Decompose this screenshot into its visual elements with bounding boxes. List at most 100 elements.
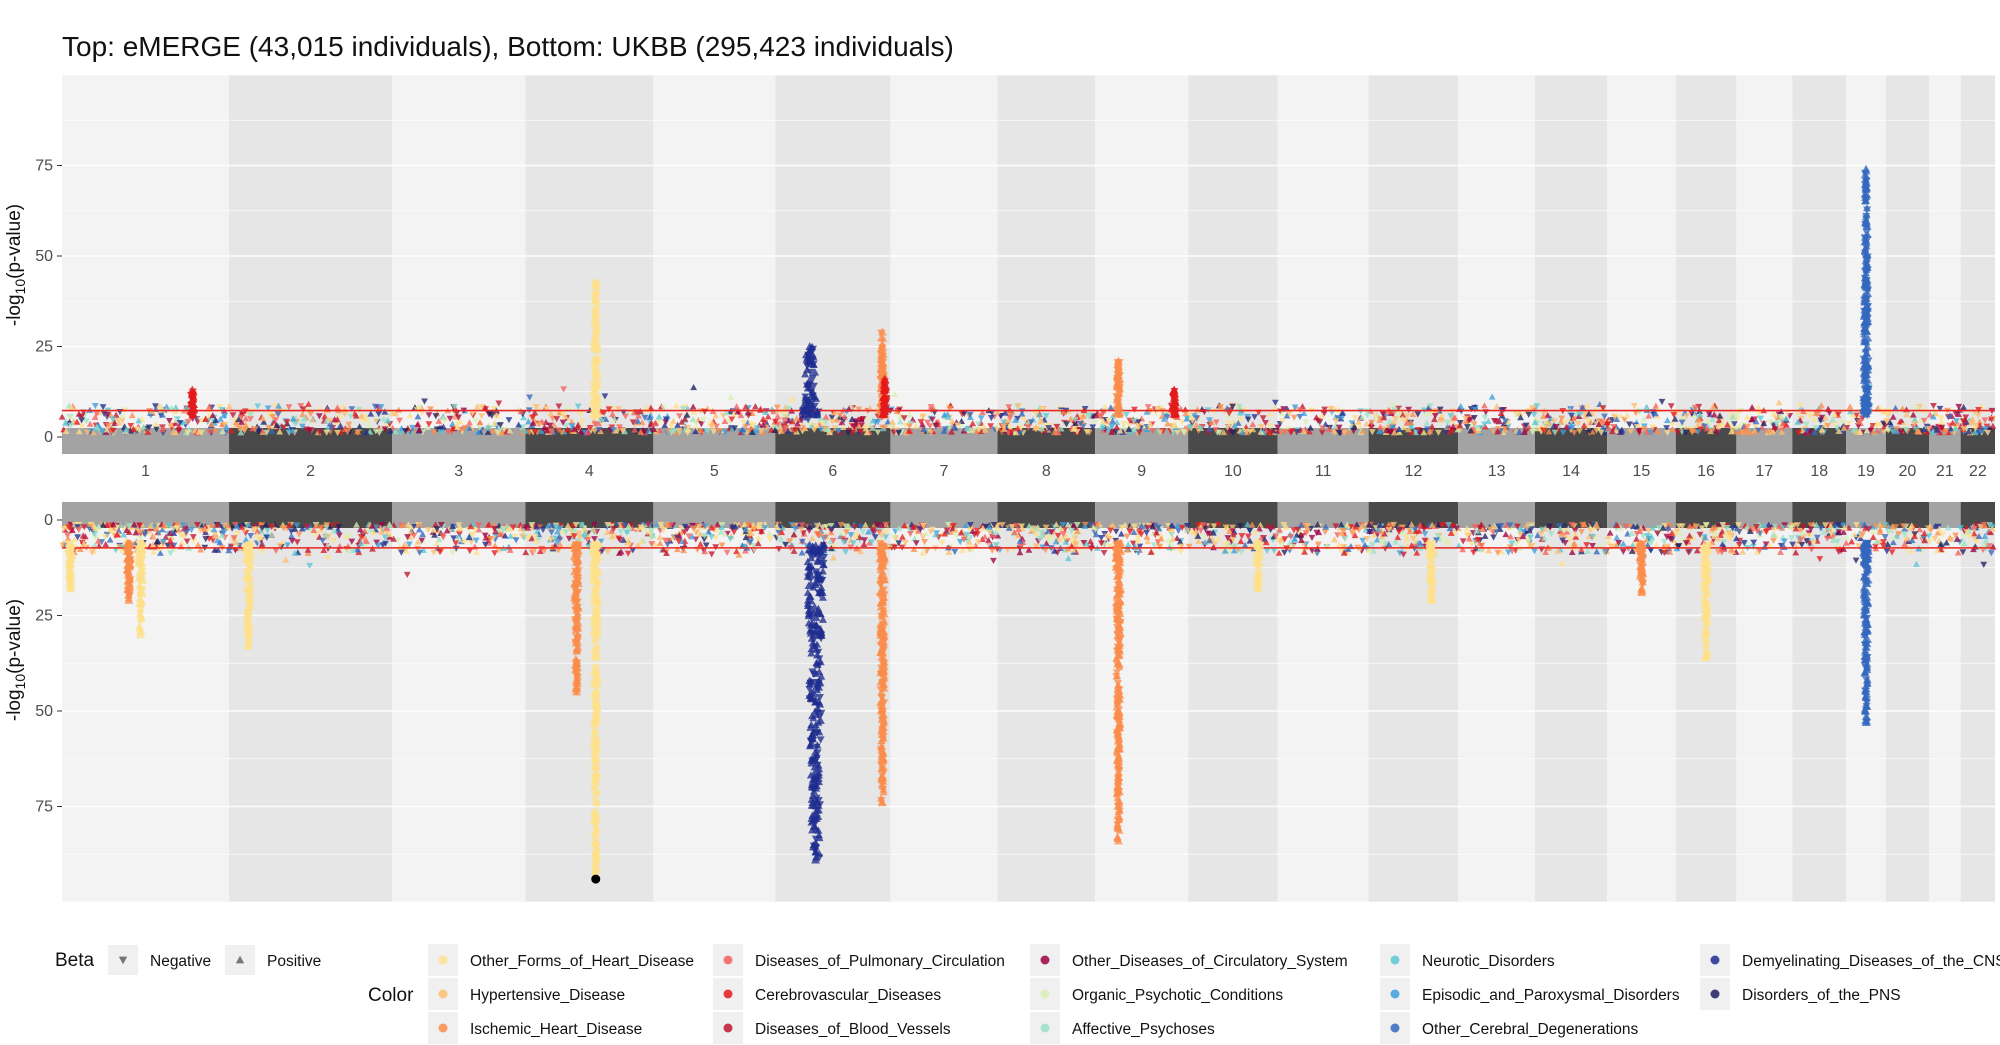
bottom-background-point (1654, 530, 1662, 537)
top-background-point (435, 417, 443, 424)
bottom-background-point (1221, 547, 1229, 554)
top-background-point (1197, 425, 1204, 432)
bottom-background-point (405, 521, 412, 528)
top-background-point (1734, 428, 1742, 435)
bottom-background-point (80, 540, 88, 547)
bottom-background-point (766, 536, 774, 543)
bottom-background-point (756, 522, 764, 529)
bottom-background-point (1517, 531, 1525, 539)
top-background-point (75, 410, 83, 417)
bottom-background-point (1107, 522, 1115, 530)
top-background-point (1664, 416, 1671, 424)
bottom-background-point (1679, 538, 1687, 545)
bottom-background-point (324, 555, 332, 562)
bottom-background-point (242, 536, 250, 543)
top-background-point (1092, 418, 1100, 426)
bottom-background-point (742, 525, 750, 532)
top-background-point (993, 426, 1001, 433)
top-background-point (1603, 418, 1611, 425)
bottom-background-point (591, 536, 598, 543)
top-background-point (167, 421, 175, 428)
bottom-background-point (232, 547, 239, 554)
bottom-background-point (610, 526, 618, 533)
top-ylabel: -log10(p-value) (4, 204, 28, 326)
bottom-background-point (1241, 542, 1249, 549)
bottom-background-point (1834, 522, 1842, 529)
bottom-background-point (481, 532, 489, 539)
top-background-point (123, 426, 130, 433)
bottom-background-point (1447, 529, 1455, 536)
top-background-point (212, 416, 220, 424)
top-background-point (1496, 418, 1503, 425)
top-background-point (1205, 417, 1213, 424)
top-background-point (1144, 404, 1152, 411)
bottom-background-point (1074, 527, 1081, 535)
top-background-point (896, 418, 904, 425)
top-background-point (1797, 415, 1805, 422)
top-background-point (1359, 427, 1367, 434)
top-background-point (67, 404, 75, 411)
top-background-point (437, 429, 445, 436)
bottom-background-point (167, 537, 174, 544)
top-background-point (227, 427, 235, 434)
bottom-background-point (657, 521, 665, 528)
bottom-background-point (1888, 549, 1896, 556)
bottom-background-point (1513, 523, 1521, 530)
bottom-background-point (450, 535, 458, 542)
bottom-background-point (1463, 532, 1471, 539)
top-background-point (1691, 411, 1698, 419)
top-background-point (1972, 425, 1979, 432)
top-background-point (1101, 403, 1109, 410)
top-background-point (1236, 417, 1244, 424)
top-background-point (634, 417, 642, 424)
top-background-point (109, 416, 117, 423)
top-background-point (1586, 428, 1594, 435)
top-background-point (586, 424, 594, 432)
bottom-background-point (638, 538, 646, 545)
bottom-background-point (1531, 548, 1538, 555)
bottom-background-point (120, 531, 128, 538)
top-background-point (1327, 405, 1335, 412)
bottom-background-point (410, 532, 418, 539)
top-background-point (1597, 429, 1605, 436)
bottom-background-point (522, 549, 530, 556)
bottom-background-point (608, 527, 615, 534)
bottom-background-point (167, 533, 175, 541)
bottom-background-point (1251, 530, 1259, 537)
top-background-point (857, 416, 865, 423)
top-background-point (276, 428, 284, 435)
bottom-background-point (435, 536, 443, 543)
top-background-point (1663, 425, 1670, 432)
top-background-point (1497, 409, 1505, 417)
bottom-background-point (475, 526, 483, 533)
top-peak-point (590, 317, 599, 326)
bottom-background-point (1714, 535, 1722, 542)
bottom-background-point (791, 526, 799, 533)
top-peak-point (1863, 281, 1872, 290)
bottom-background-point (268, 523, 276, 531)
chromosome-label-17: 17 (1755, 463, 1773, 480)
top-background-point (891, 390, 899, 397)
top-background-point (341, 411, 349, 418)
top-background-point (1437, 416, 1445, 423)
bottom-background-point (160, 522, 168, 529)
bottom-background-point (490, 525, 498, 532)
bottom-background-point (361, 527, 369, 534)
bottom-background-point (1895, 531, 1903, 538)
bottom-background-point (1294, 526, 1302, 533)
top-background-point (334, 416, 341, 423)
top-background-point (1880, 420, 1888, 427)
bottom-background-point (291, 549, 299, 556)
top-background-point (221, 412, 229, 419)
bottom-background-point (404, 534, 411, 541)
bottom-background-point (1765, 521, 1773, 528)
top-background-point (1610, 413, 1618, 420)
top-peak-point (801, 393, 810, 401)
top-background-point (1773, 420, 1781, 428)
top-background-point (862, 425, 870, 432)
top-background-point (1561, 419, 1569, 426)
top-background-point (1703, 425, 1711, 432)
top-background-point (622, 413, 629, 420)
bottom-background-point (1291, 535, 1299, 542)
bottom-background-point (1797, 536, 1805, 543)
